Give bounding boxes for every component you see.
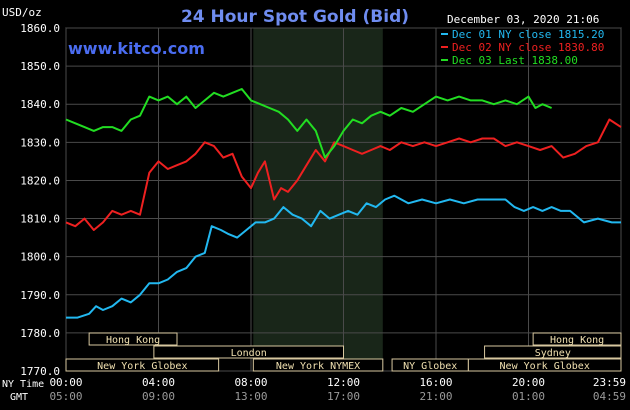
x-tick-label-gmt: 21:00	[419, 390, 452, 403]
session-bar	[65, 358, 220, 372]
y-tick-label: 1840.0	[20, 98, 60, 111]
session-bar	[467, 358, 622, 372]
session-label: New York Globex	[97, 361, 187, 372]
y-tick-label: 1810.0	[20, 213, 60, 226]
x-tick-label-gmt: 13:00	[234, 390, 267, 403]
y-tick-label: 1850.0	[20, 60, 60, 73]
session-label: NY Globex	[403, 361, 457, 372]
x-tick-label-gmt: 17:00	[327, 390, 360, 403]
x-tick-label-ny: 00:00	[49, 376, 82, 389]
y-tick-label: 1860.0	[20, 22, 60, 35]
session-label: Hong Kong	[106, 335, 160, 346]
y-tick-label: 1800.0	[20, 251, 60, 264]
y-tick-label: 1780.0	[20, 327, 60, 340]
watermark-url: www.kitco.com	[68, 39, 205, 58]
x-tick-label-gmt: 09:00	[142, 390, 175, 403]
session-label: Sydney	[535, 348, 571, 359]
x-tick-label-gmt: 05:00	[49, 390, 82, 403]
x-tick-label-ny: 04:00	[142, 376, 175, 389]
x-tick-label-gmt: 04:59	[593, 390, 626, 403]
session-bar	[252, 358, 384, 372]
session-bar	[153, 345, 344, 359]
legend-entry: Dec 02 NY close 1830.80	[452, 41, 604, 54]
series-line	[65, 118, 622, 231]
series-line	[65, 88, 552, 159]
x-row-gmt-label: GMT	[10, 392, 28, 403]
x-tick-label-ny: 23:59	[593, 376, 626, 389]
x-tick-label-ny: 20:00	[512, 376, 545, 389]
y-tick-label: 1820.0	[20, 174, 60, 187]
series-lines	[65, 88, 622, 319]
x-row-ny-label: NY Time	[2, 379, 44, 390]
session-label: New York Globex	[500, 361, 590, 372]
y-axis-unit: USD/oz	[2, 6, 42, 19]
session-bar	[532, 332, 622, 346]
series-line	[66, 194, 621, 319]
session-bar	[88, 332, 178, 346]
session-bar	[484, 345, 622, 359]
x-tick-label-ny: 08:00	[234, 376, 267, 389]
y-tick-label: 1790.0	[20, 289, 60, 302]
y-tick-label: 1770.0	[20, 365, 60, 378]
x-tick-label-ny: 16:00	[419, 376, 452, 389]
legend-entry: Dec 01 NY close 1815.20	[452, 28, 604, 41]
session-label: New York NYMEX	[276, 361, 360, 372]
nymex-session-shade	[253, 28, 383, 371]
chart-date: December 03, 2020 21:06	[447, 13, 599, 26]
session-label: London	[231, 348, 267, 359]
session-label: Hong Kong	[550, 335, 604, 346]
x-tick-label-gmt: 01:00	[512, 390, 545, 403]
y-axis-tick-labels: 1860.0 1850.0 1840.0 1830.0 1820.0 1810.0 1800…	[20, 22, 60, 378]
chart-title: 24 Hour Spot Gold (Bid)	[181, 7, 409, 27]
market-session-bars: Hong Kong London New York Globex New York N…	[65, 332, 622, 372]
x-tick-label-ny: 12:00	[327, 376, 360, 389]
legend-entry: Dec 03 Last 1838.00	[452, 54, 578, 67]
y-tick-label: 1830.0	[20, 136, 60, 149]
